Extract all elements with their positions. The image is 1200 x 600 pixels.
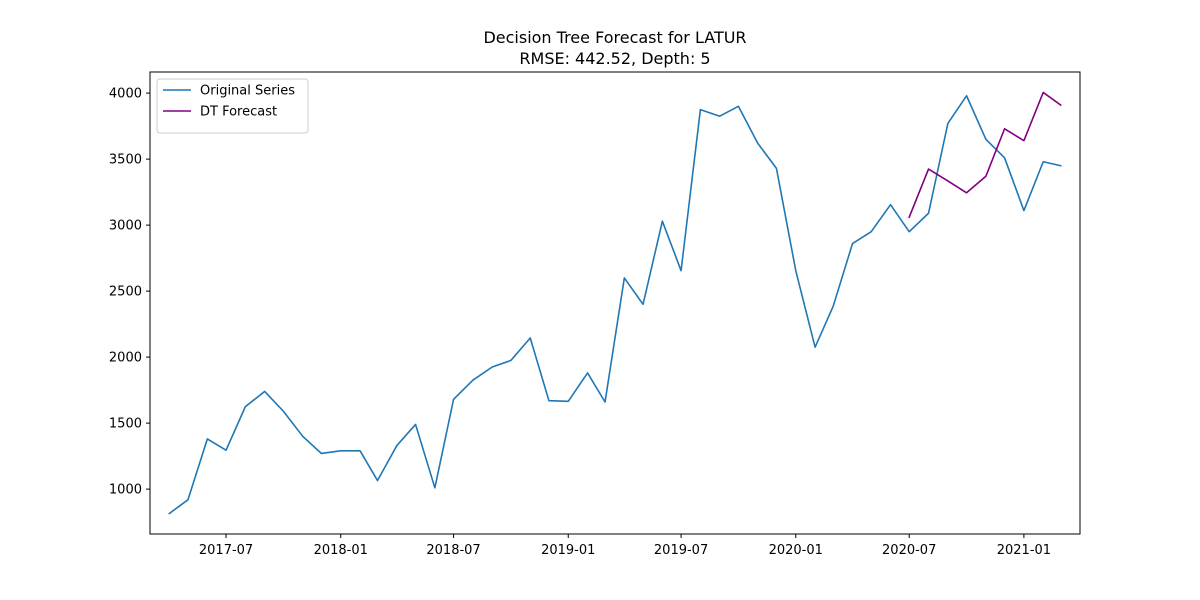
y-axis: 1000 1500 2000 2500 3000 3500 4000 (109, 87, 150, 498)
y-tick-label: 1000 (109, 483, 142, 498)
legend-label: DT Forecast (200, 105, 277, 120)
y-tick-label: 2000 (109, 351, 142, 366)
legend-label: Original Series (200, 84, 295, 99)
x-tick-label: 2018-01 (314, 543, 368, 558)
y-tick-label: 2500 (109, 285, 142, 300)
x-tick-label: 2020-01 (769, 543, 823, 558)
y-tick-label: 4000 (109, 87, 142, 102)
legend-box (156, 78, 309, 134)
x-tick-label: 2019-07 (654, 543, 708, 558)
y-tick-label: 3500 (109, 153, 142, 168)
series-line-0 (168, 94, 1062, 515)
chart-subtitle: RMSE: 442.52, Depth: 5 (519, 49, 710, 68)
series-line-1 (908, 91, 1062, 219)
chart-title: Decision Tree Forecast for LATUR (483, 28, 746, 47)
x-axis: 2017-07 2018-01 2018-07 2019-01 2019-07 2020-… (199, 534, 1051, 558)
y-tick-label: 3000 (109, 219, 142, 234)
plot-area-frame (149, 71, 1081, 535)
series-layer (168, 91, 1062, 515)
x-tick-label: 2021-01 (997, 543, 1051, 558)
x-tick-label: 2017-07 (199, 543, 253, 558)
legend: Original Series DT Forecast (156, 78, 309, 134)
x-tick-label: 2018-07 (426, 543, 480, 558)
y-tick-label: 1500 (109, 417, 142, 432)
x-tick-label: 2020-07 (882, 543, 936, 558)
x-tick-label: 2019-01 (541, 543, 595, 558)
